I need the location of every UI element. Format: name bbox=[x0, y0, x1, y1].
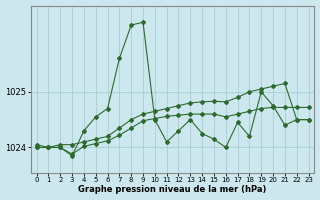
X-axis label: Graphe pression niveau de la mer (hPa): Graphe pression niveau de la mer (hPa) bbox=[78, 185, 267, 194]
